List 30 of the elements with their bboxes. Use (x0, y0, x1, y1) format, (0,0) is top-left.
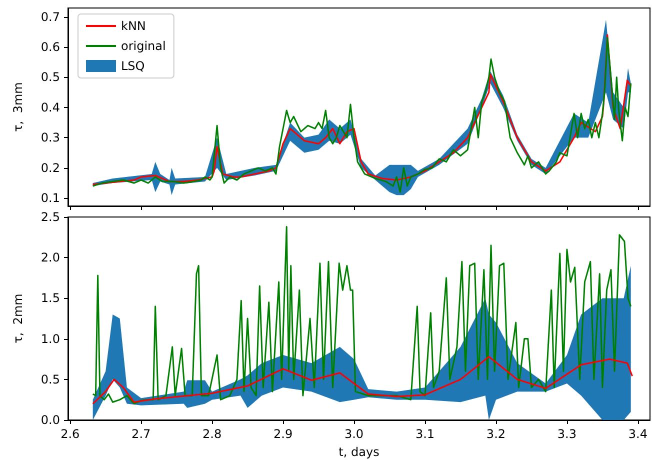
y-tick-label: 0.3 (40, 130, 60, 145)
x-tick-label: 2.6 (60, 427, 80, 441)
y-tick-label: 0.4 (40, 100, 60, 114)
line-series (92, 356, 634, 405)
y-tick-label: 0.5 (40, 372, 60, 386)
legend-label: kNN (121, 19, 146, 33)
y-tick-label: 0.5 (40, 70, 60, 84)
y-tick-label: 0.7 (40, 10, 60, 24)
x-tick-label: 3.0 (344, 427, 364, 441)
x-axis-title: t, days (338, 445, 380, 459)
y-tick-label: 1.0 (40, 332, 60, 346)
legend-label: original (121, 39, 166, 53)
x-tick-label: 3.1 (415, 427, 435, 441)
x-tick-label: 3.3 (557, 427, 577, 441)
x-tick-label: 2.9 (274, 427, 293, 441)
y-tick-label: 0.6 (40, 40, 60, 54)
legend-label: LSQ (121, 59, 145, 73)
y-tick-label: 0.1 (40, 191, 60, 206)
x-tick-label: 3.4 (628, 427, 648, 441)
y-tick-label: 1.5 (40, 291, 60, 306)
y-tick-label: 2.0 (40, 250, 60, 265)
x-tick-label: 2.7 (132, 427, 151, 441)
line-series (92, 226, 632, 405)
y-tick-label: 2.5 (40, 210, 60, 224)
x-tick-label: 3.2 (486, 427, 506, 441)
y-tick-label: 0.0 (40, 413, 60, 427)
y-axis-title: τ, 3mm (11, 82, 25, 132)
x-tick-label: 2.8 (202, 427, 222, 441)
y-tick-label: 0.2 (40, 160, 60, 175)
y-axis-title: τ, 2mm (11, 294, 25, 344)
